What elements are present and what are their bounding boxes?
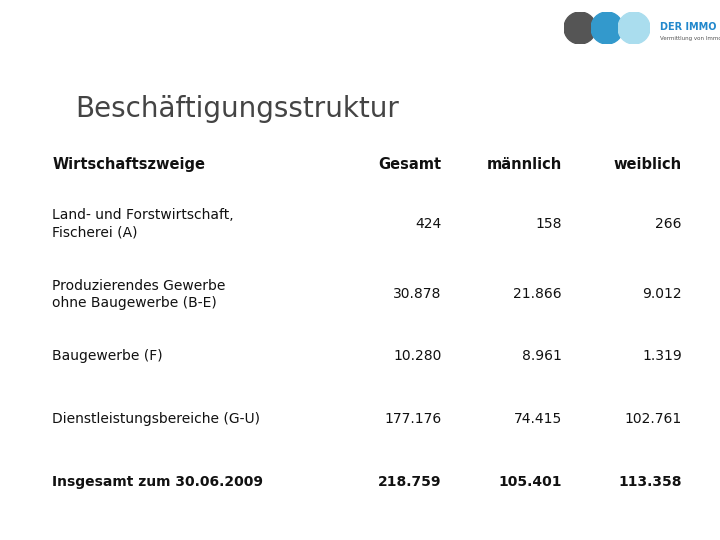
Text: 218.759: 218.759: [378, 475, 441, 489]
Text: 105.401: 105.401: [498, 475, 562, 489]
Circle shape: [564, 12, 596, 44]
Text: Gesamt: Gesamt: [379, 157, 441, 172]
Text: 8.961: 8.961: [522, 349, 562, 363]
Text: 113.358: 113.358: [618, 475, 682, 489]
Text: 74.415: 74.415: [513, 411, 562, 426]
Text: Beschäftigungsstruktur: Beschäftigungsstruktur: [75, 95, 399, 123]
Text: Wirtschaftszweige: Wirtschaftszweige: [53, 157, 205, 172]
Text: Land- und Forstwirtschaft,
Fischerei (A): Land- und Forstwirtschaft, Fischerei (A): [53, 208, 234, 240]
Text: männlich: männlich: [487, 157, 562, 172]
Text: weiblich: weiblich: [614, 157, 682, 172]
Text: 158: 158: [535, 217, 562, 231]
Text: 177.176: 177.176: [384, 411, 441, 426]
Text: 30.878: 30.878: [393, 287, 441, 301]
Text: 1.319: 1.319: [642, 349, 682, 363]
Text: Insgesamt zum 30.06.2009: Insgesamt zum 30.06.2009: [53, 475, 264, 489]
Text: Dienstleistungsbereiche (G-U): Dienstleistungsbereiche (G-U): [53, 411, 261, 426]
Text: 102.761: 102.761: [625, 411, 682, 426]
Text: DER IMMO TIP: DER IMMO TIP: [660, 22, 720, 32]
Circle shape: [591, 12, 623, 44]
Text: 424: 424: [415, 217, 441, 231]
Text: Vermittlung von Immobilien GmbH: Vermittlung von Immobilien GmbH: [660, 36, 720, 41]
Circle shape: [618, 12, 650, 44]
Text: 266: 266: [655, 217, 682, 231]
Text: Baugewerbe (F): Baugewerbe (F): [53, 349, 163, 363]
Text: Produzierendes Gewerbe
ohne Baugewerbe (B-E): Produzierendes Gewerbe ohne Baugewerbe (…: [53, 279, 226, 310]
Text: 21.866: 21.866: [513, 287, 562, 301]
Text: 10.280: 10.280: [393, 349, 441, 363]
Text: 9.012: 9.012: [642, 287, 682, 301]
